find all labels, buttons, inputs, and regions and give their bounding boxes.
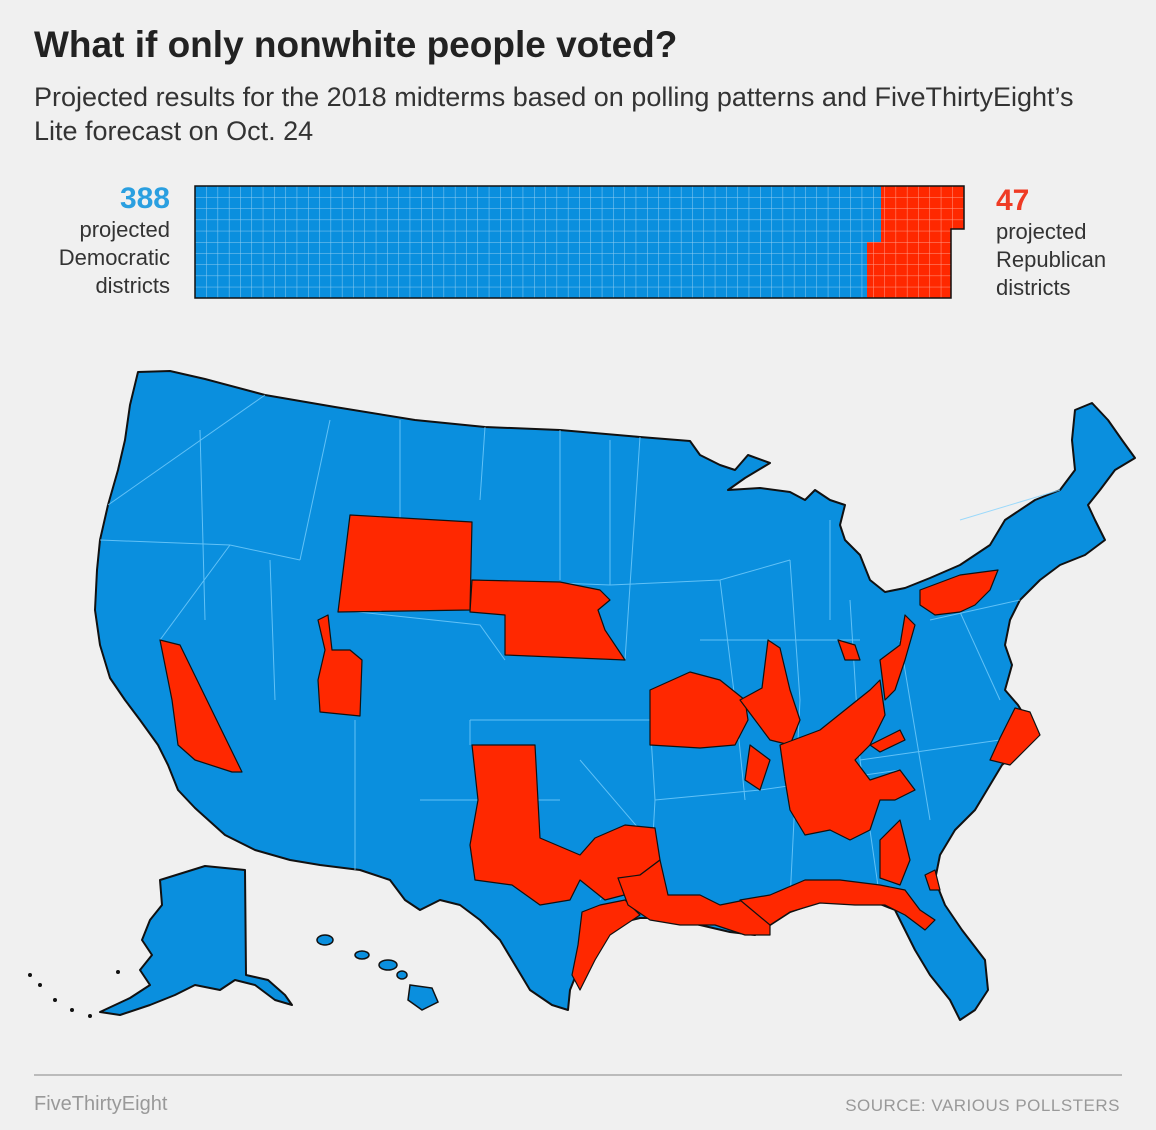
alaska [99,865,293,1016]
hawaii [316,934,439,1011]
northeast-north-carolina [989,707,1041,766]
tennessee-central [779,679,916,841]
dem-count: 388 [119,182,170,215]
rep-label-line1: projected [996,219,1087,244]
district-waffle-bar [194,185,965,299]
us-district-map [28,370,1136,1021]
texas-gulf-coast [571,899,641,991]
arkansas-northeast [744,744,771,791]
chart-title: What if only nonwhite people voted? [34,24,678,65]
chart-subtitle: Projected results for the 2018 midterms … [34,82,1074,146]
dem-tally: 388 projected Democratic districts [59,182,170,300]
brand-label: FiveThirtyEight [34,1093,168,1115]
rep-tally: 47 projected Republican districts [996,184,1106,302]
rep-districts [159,514,1041,991]
footer-divider [34,1074,1122,1076]
aleutian-islands [28,970,120,1018]
wyoming [337,514,473,613]
mississippi-alabama-florida-gulf [739,879,936,931]
source-label: SOURCE: VARIOUS POLLSTERS [845,1096,1120,1115]
nebraska [469,579,626,661]
kentucky-west [739,639,801,746]
west-virginia [879,614,916,701]
eastern-nevada [159,639,243,773]
rep-label-line2: Republican [996,247,1107,272]
dem-blocks [195,186,881,298]
south-carolina-coast [924,869,941,891]
south-georgia [879,819,911,886]
western-pennsylvania [919,569,999,616]
missouri-southwest [649,671,749,749]
central-utah [317,614,363,717]
dem-label-line3: districts [95,273,170,298]
dem-label-line1: projected [79,217,170,242]
rep-blocks [867,186,964,298]
virginia-southwest [869,729,906,753]
dem-label-line2: Democratic [58,245,170,270]
rep-count: 47 [996,184,1030,217]
southern-indiana [837,639,861,661]
rep-label-line3: districts [996,275,1071,300]
